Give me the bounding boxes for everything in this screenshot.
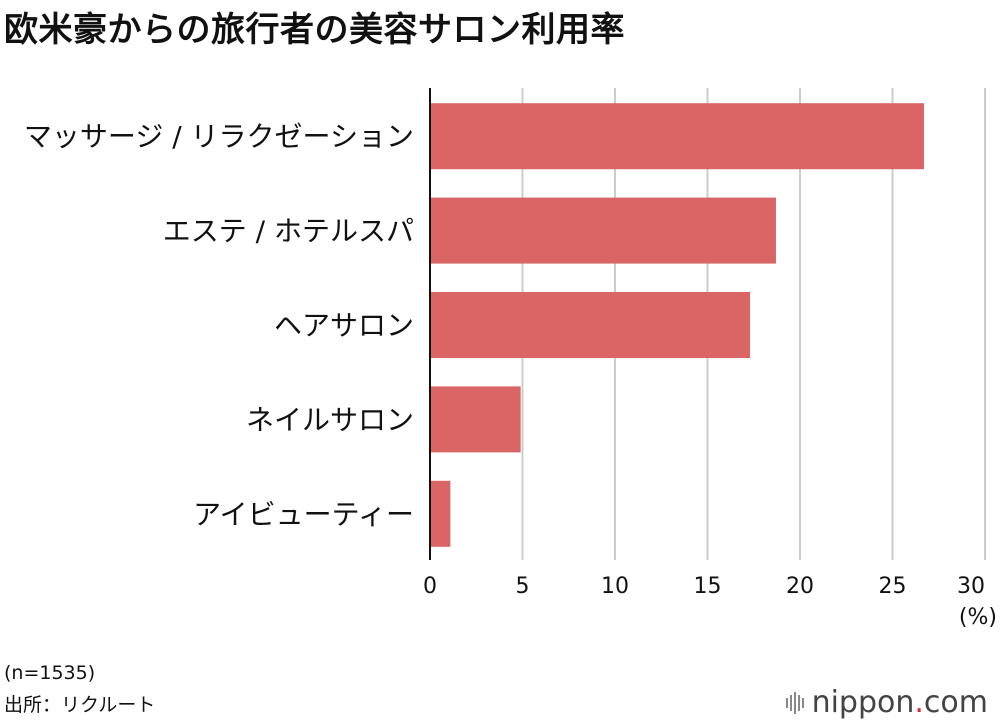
- bar: [430, 386, 521, 453]
- category-label: ネイルサロン: [246, 403, 414, 436]
- category-label: エステ / ホテルスパ: [163, 215, 414, 248]
- unit-label: (%): [959, 605, 997, 630]
- bar: [430, 197, 776, 264]
- category-label: マッサージ / リラクゼーション: [24, 120, 414, 153]
- tick-label: 5: [516, 574, 530, 599]
- tick-label: 20: [786, 574, 814, 599]
- tick-label: 30: [957, 574, 985, 599]
- category-label: アイビューティー: [193, 498, 414, 531]
- bar: [430, 103, 924, 170]
- tick-label: 15: [694, 574, 722, 599]
- sample-size-note: (n=1535): [4, 662, 96, 684]
- bar: [430, 480, 451, 547]
- category-label: ヘアサロン: [274, 309, 414, 342]
- source-note: 出所：リクルート: [4, 694, 156, 716]
- nippon-logo: nippon. com: [785, 685, 988, 720]
- logo-suffix: com: [923, 685, 988, 720]
- bar: [430, 292, 751, 358]
- tick-label: 0: [423, 574, 437, 599]
- chart-title: 欧米豪からの旅行者の美容サロン利用率: [4, 10, 625, 50]
- tick-label: 10: [601, 574, 629, 599]
- logo-name: nippon: [811, 685, 915, 720]
- logo-mark-icon: [785, 691, 806, 714]
- logo-dot: .: [914, 685, 924, 720]
- tick-label: 25: [879, 574, 907, 599]
